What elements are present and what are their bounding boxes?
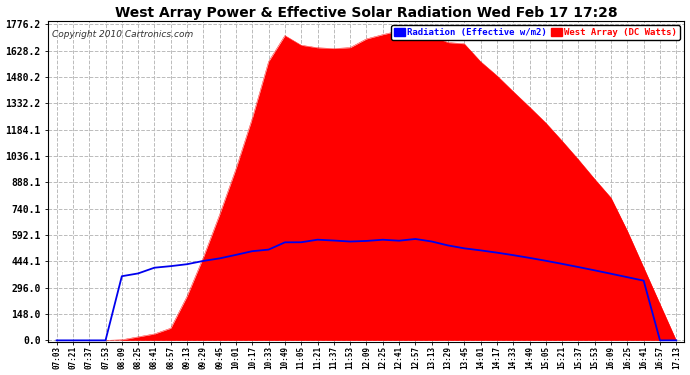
Text: Copyright 2010 Cartronics.com: Copyright 2010 Cartronics.com	[52, 30, 193, 39]
Title: West Array Power & Effective Solar Radiation Wed Feb 17 17:28: West Array Power & Effective Solar Radia…	[115, 6, 618, 20]
Legend: Radiation (Effective w/m2), West Array (DC Watts): Radiation (Effective w/m2), West Array (…	[391, 25, 680, 40]
